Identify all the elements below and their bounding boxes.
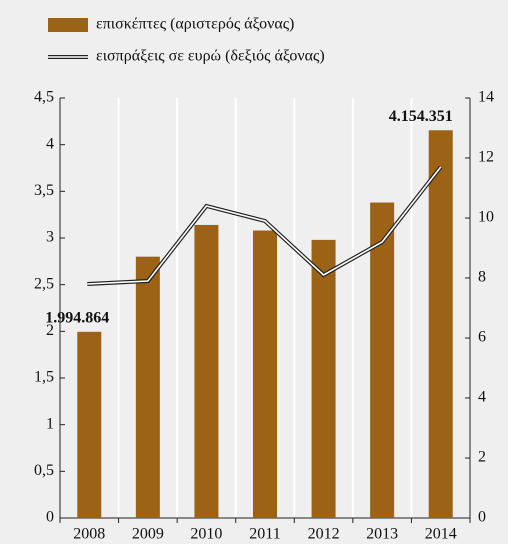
x-tick-label: 2009	[132, 526, 164, 543]
y-tick-label: 3,5	[34, 182, 54, 199]
y-tick-label: 4,5	[34, 89, 54, 106]
x-tick-label: 2010	[190, 526, 222, 543]
value-label: 4.154.351	[389, 108, 453, 125]
bar	[311, 239, 336, 518]
x-tick-label: 2011	[249, 526, 280, 543]
legend-label: εισπράξεις σε ευρώ (δεξιός άξονας)	[96, 48, 325, 65]
x-tick-label: 2012	[308, 526, 340, 543]
legend-swatch	[48, 18, 88, 32]
x-tick-label: 2008	[73, 526, 105, 543]
bar	[253, 230, 277, 519]
y2-tick-label: 2	[478, 449, 486, 466]
y-tick-label: 0	[46, 509, 54, 526]
bar	[370, 202, 395, 519]
y-tick-label: 2,5	[34, 275, 54, 292]
y2-tick-label: 12	[478, 149, 494, 166]
bar	[194, 224, 219, 518]
y-tick-label: 2	[46, 322, 54, 339]
legend-label: επισκέπτες (αριστερός άξονας)	[96, 16, 294, 33]
x-tick-label: 2014	[425, 526, 457, 543]
bar	[77, 331, 102, 518]
y-tick-label: 1	[46, 415, 54, 432]
y-tick-label: 3	[46, 229, 54, 246]
y2-tick-label: 8	[478, 269, 486, 286]
x-tick-label: 2013	[366, 526, 398, 543]
line-inner	[87, 166, 442, 285]
y2-tick-label: 10	[478, 209, 494, 226]
y2-tick-label: 6	[478, 329, 486, 346]
y2-tick-label: 0	[478, 509, 486, 526]
y-tick-label: 0,5	[34, 462, 54, 479]
y2-tick-label: 14	[478, 89, 494, 106]
y2-tick-label: 4	[478, 389, 486, 406]
bar	[428, 130, 453, 519]
y-tick-label: 4	[46, 135, 54, 152]
y-tick-label: 1,5	[34, 369, 54, 386]
value-label: 1.994.864	[45, 309, 109, 326]
bar	[135, 256, 160, 518]
